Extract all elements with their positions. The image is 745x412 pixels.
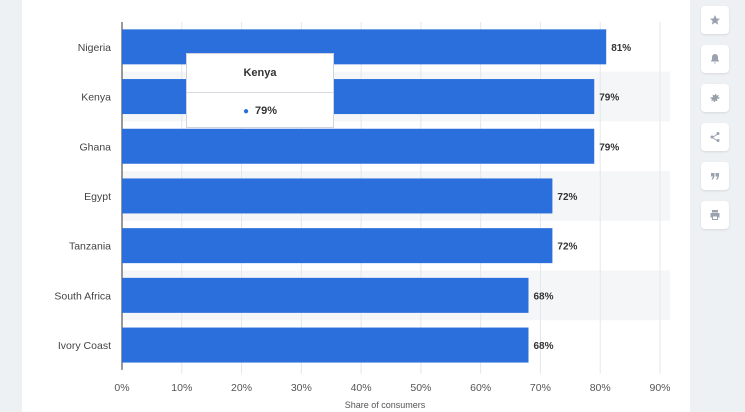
print-button[interactable] xyxy=(701,201,729,229)
x-tick-label: 40% xyxy=(351,382,372,394)
category-label: Egypt xyxy=(84,191,111,203)
tooltip-title: Kenya xyxy=(187,54,333,93)
chart-card: 0% 10% 20% 30% 40% 50% 60% 70% 80% 90% Nigeria 81% K… xyxy=(22,0,690,412)
favorite-button[interactable] xyxy=(701,6,729,34)
data-label: 79% xyxy=(599,142,619,153)
x-tick-label: 70% xyxy=(530,382,551,394)
x-tick-label: 50% xyxy=(410,382,431,394)
star-icon xyxy=(710,15,720,25)
data-label: 68% xyxy=(533,291,553,302)
category-label: Kenya xyxy=(81,92,111,104)
x-tick-label: 30% xyxy=(291,382,312,394)
category-label: South Africa xyxy=(54,290,111,302)
data-label: 81% xyxy=(611,43,631,54)
notification-button[interactable] xyxy=(701,45,729,73)
share-button[interactable] xyxy=(701,123,729,151)
share-icon xyxy=(710,132,720,142)
tooltip: Kenya ● 79% xyxy=(186,53,334,128)
settings-button[interactable] xyxy=(701,84,729,112)
quote-icon xyxy=(711,173,719,180)
x-tick-label: 80% xyxy=(590,382,611,394)
side-toolbar xyxy=(701,6,731,240)
data-label: 68% xyxy=(533,341,553,352)
x-tick-label: 90% xyxy=(649,382,670,394)
category-label: Nigeria xyxy=(78,42,111,54)
series-dot-icon: ● xyxy=(242,106,249,117)
bar xyxy=(122,178,553,214)
bar xyxy=(122,228,553,264)
data-label: 72% xyxy=(557,192,577,203)
gear-icon xyxy=(710,94,720,102)
bar-chart: 0% 10% 20% 30% 40% 50% 60% 70% 80% 90% Nigeria 81% K… xyxy=(54,22,671,410)
x-tick-label: 20% xyxy=(231,382,252,394)
category-label: Ghana xyxy=(79,141,111,153)
category-label: Tanzania xyxy=(69,241,111,253)
x-axis-title: Share of consumers xyxy=(345,400,426,410)
cite-button[interactable] xyxy=(701,162,729,190)
tooltip-value: 79% xyxy=(255,105,278,117)
bar xyxy=(122,277,529,313)
bar xyxy=(122,327,529,363)
x-tick-label: 0% xyxy=(114,382,129,394)
category-label: Ivory Coast xyxy=(58,340,111,352)
x-tick-label: 10% xyxy=(171,382,192,394)
tooltip-value-row: ● 79% xyxy=(187,93,333,129)
data-label: 79% xyxy=(599,93,619,104)
bar xyxy=(122,128,595,164)
bell-icon xyxy=(711,54,719,64)
data-label: 72% xyxy=(557,242,577,253)
print-icon xyxy=(710,210,720,220)
x-tick-label: 60% xyxy=(470,382,491,394)
